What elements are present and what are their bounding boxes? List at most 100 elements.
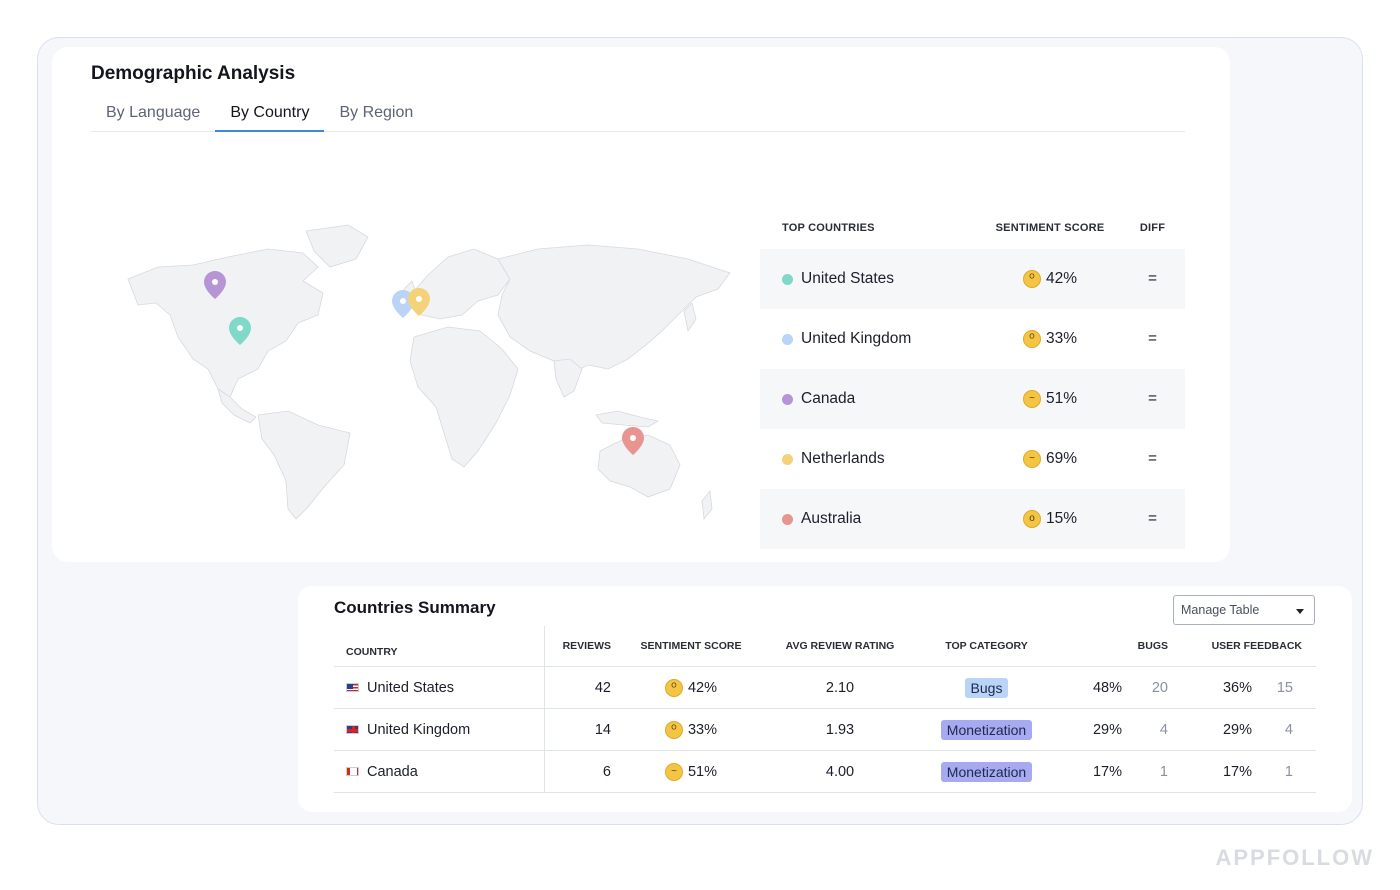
tab-by-region[interactable]: By Region: [339, 104, 414, 121]
legend-dot: [782, 273, 793, 285]
sentiment-score: 51%: [1045, 390, 1078, 407]
country-name: Canada: [367, 763, 418, 780]
sentiment-score: 33%: [1045, 330, 1078, 347]
legend-dot: [782, 393, 793, 405]
tab-by-country[interactable]: By Country: [215, 101, 325, 132]
top-country-row[interactable]: Canada ~51% =: [760, 369, 1185, 429]
top-country-row[interactable]: Australia o 15% =: [760, 489, 1185, 549]
indonesia-shape: [595, 410, 660, 428]
demographic-analysis-card: Demographic Analysis By Language By Coun…: [52, 47, 1230, 562]
feedback-percent: 29%: [1222, 721, 1252, 738]
sentiment-score: 42%: [687, 679, 718, 696]
australia-pin[interactable]: [621, 426, 645, 456]
bugs-percent: 48%: [1092, 679, 1122, 696]
sentiment-score: 69%: [1045, 450, 1078, 467]
table-row[interactable]: Canada 6 ~51% 4.00 Monetization 17% 1 17…: [334, 751, 1316, 793]
us-flag-icon: [346, 683, 359, 692]
category-badge: Monetization: [940, 761, 1033, 782]
diff-value: =: [1147, 270, 1158, 287]
reviews-count: 42: [594, 679, 611, 696]
world-map-svg: [127, 224, 731, 521]
world-map: [118, 219, 738, 524]
header-diff: DIFF: [1139, 222, 1166, 234]
legend-dot: [782, 513, 793, 525]
header-top-category[interactable]: TOP CATEGORY: [945, 640, 1028, 652]
diff-value: =: [1147, 510, 1158, 527]
europe-shape: [413, 248, 511, 320]
reviews-count: 14: [594, 721, 611, 738]
north-america-shape: [127, 248, 324, 398]
canada-flag-icon: [346, 767, 359, 776]
country-name: United States: [801, 270, 895, 287]
diff-value: =: [1147, 450, 1158, 467]
legend-dot: [782, 333, 793, 345]
demographic-tabs: By Language By Country By Region: [91, 101, 1185, 132]
header-bugs[interactable]: BUGS: [1137, 640, 1168, 652]
central-america-shape: [217, 388, 257, 424]
demographic-title: Demographic Analysis: [91, 63, 296, 84]
greenland-shape: [305, 224, 369, 268]
header-sentiment-score: SENTIMENT SCORE: [995, 222, 1105, 234]
scared-face-icon: ᴼ: [1022, 270, 1041, 288]
avg-rating: 4.00: [825, 763, 855, 780]
south-america-shape: [257, 410, 351, 520]
bugs-count: 20: [1151, 679, 1168, 696]
top-countries-header: TOP COUNTRIES SENTIMENT SCORE DIFF: [760, 207, 1185, 249]
feedback-count: 4: [1284, 721, 1293, 738]
country-name: United States: [367, 679, 455, 696]
country-name: United Kingdom: [801, 330, 912, 347]
feedback-percent: 17%: [1222, 763, 1252, 780]
header-sentiment-score[interactable]: SENTIMENT SCORE: [640, 640, 742, 652]
top-country-row[interactable]: Netherlands ~69% =: [760, 429, 1185, 489]
summary-header-row: COUNTRY REVIEWS SENTIMENT SCORE AVG REVI…: [334, 626, 1316, 667]
avg-rating: 1.93: [825, 721, 855, 738]
new-zealand-shape: [701, 489, 713, 521]
countries-summary-table: COUNTRY REVIEWS SENTIMENT SCORE AVG REVI…: [334, 626, 1316, 793]
uk-flag-icon: [346, 725, 359, 734]
sentiment-score: 42%: [1045, 270, 1078, 287]
netherlands-pin[interactable]: [407, 287, 431, 317]
feedback-count: 15: [1276, 679, 1293, 696]
table-row[interactable]: United States 42 ᴼ 42% 2.10 Bugs 48% 20 3…: [334, 667, 1316, 709]
top-country-row[interactable]: United Kingdom ᴼ 33% =: [760, 309, 1185, 369]
japan-shape: [683, 302, 697, 333]
sentiment-score: 15%: [1045, 510, 1078, 527]
top-country-row[interactable]: United States ᴼ 42% =: [760, 249, 1185, 309]
tab-by-language[interactable]: By Language: [106, 104, 201, 121]
scared-face-icon: ᴼ: [1022, 330, 1041, 348]
confused-face-icon: ~: [1022, 390, 1041, 408]
diff-value: =: [1147, 390, 1158, 407]
feedback-count: 1: [1284, 763, 1293, 780]
header-avg-review-rating[interactable]: AVG REVIEW RATING: [785, 640, 895, 652]
sentiment-score: 33%: [687, 721, 718, 738]
scared-face-icon: ᴼ: [664, 720, 683, 739]
manage-table-label: Manage Table: [1181, 603, 1260, 617]
country-name: Australia: [801, 510, 862, 527]
canada-pin[interactable]: [203, 270, 227, 300]
asia-shape: [497, 244, 731, 376]
appfollow-watermark: APPFOLLOW: [1215, 845, 1374, 870]
astonished-face-icon: o: [1022, 510, 1041, 528]
united-states-pin[interactable]: [228, 316, 252, 346]
category-badge: Bugs: [964, 677, 1009, 698]
scared-face-icon: ᴼ: [664, 678, 683, 697]
header-country[interactable]: COUNTRY: [334, 626, 545, 666]
bugs-count: 4: [1159, 721, 1168, 738]
bugs-count: 1: [1159, 763, 1168, 780]
india-shape: [553, 358, 583, 398]
confused-face-icon: ~: [664, 762, 683, 781]
header-reviews[interactable]: REVIEWS: [562, 640, 611, 652]
africa-shape: [409, 326, 519, 468]
feedback-percent: 36%: [1222, 679, 1252, 696]
summary-title: Countries Summary: [334, 598, 496, 617]
top-countries-table: TOP COUNTRIES SENTIMENT SCORE DIFF Unite…: [760, 207, 1185, 549]
table-row[interactable]: United Kingdom 14 ᴼ 33% 1.93 Monetization…: [334, 709, 1316, 751]
confused-face-icon: ~: [1022, 450, 1041, 468]
header-user-feedback[interactable]: USER FEEDBACK: [1211, 640, 1302, 652]
header-top-countries: TOP COUNTRIES: [782, 222, 875, 234]
manage-table-dropdown[interactable]: Manage Table: [1173, 595, 1315, 625]
category-badge: Monetization: [940, 719, 1033, 740]
sentiment-score: 51%: [687, 763, 718, 780]
country-name: Canada: [801, 390, 856, 407]
bugs-percent: 17%: [1092, 763, 1122, 780]
